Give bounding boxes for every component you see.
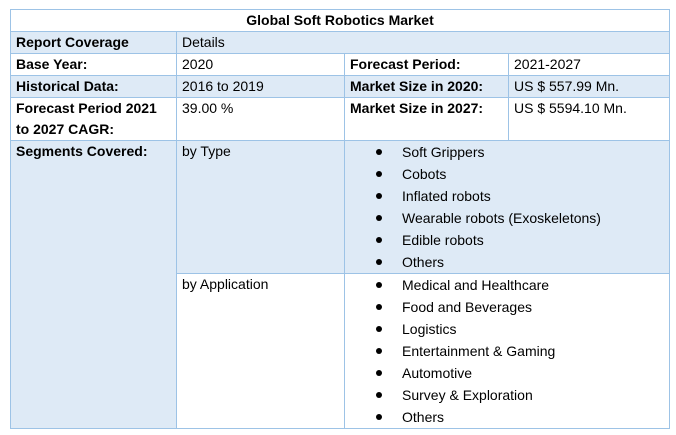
segments-label: Segments Covered: — [10, 140, 177, 429]
bullet-icon — [376, 414, 382, 420]
list-item: Logistics — [376, 318, 664, 340]
list-item: Food and Beverages — [376, 296, 664, 318]
bullet-icon — [376, 282, 382, 288]
list-item: Medical and Healthcare — [376, 274, 664, 296]
list-item: Survey & Exploration — [376, 384, 664, 406]
by-type-list: Soft Grippers Cobots Inflated robots Wea… — [350, 141, 664, 273]
list-item: Soft Grippers — [376, 141, 664, 163]
bullet-icon — [376, 193, 382, 199]
header-row: Report Coverage Details — [10, 31, 671, 54]
forecast-period-label: Forecast Period: — [344, 53, 509, 76]
by-type-label: by Type — [176, 140, 345, 274]
cagr-label: Forecast Period 2021 to 2027 CAGR: — [10, 97, 177, 141]
title-row: Global Soft Robotics Market — [9, 9, 671, 32]
list-item-text: Automotive — [402, 365, 473, 381]
list-item-text: Food and Beverages — [402, 299, 532, 315]
base-year-label: Base Year: — [10, 53, 177, 76]
list-item: Others — [376, 251, 664, 273]
list-item-text: Inflated robots — [402, 188, 491, 204]
list-item-text: Medical and Healthcare — [402, 277, 550, 293]
header-value: Details — [175, 31, 671, 54]
table-row: Base Year: 2020 Forecast Period: 2021-20… — [10, 53, 671, 76]
list-item-text: Edible robots — [402, 232, 484, 248]
list-item: Automotive — [376, 362, 664, 384]
list-item: Edible robots — [376, 229, 664, 251]
list-item: Wearable robots (Exoskeletons) — [376, 207, 664, 229]
report-table: Global Soft Robotics Market Report Cover… — [9, 9, 671, 429]
base-year-value: 2020 — [176, 53, 345, 76]
list-item-text: Soft Grippers — [402, 144, 485, 160]
market-size-2027-value: US $ 5594.10 Mn. — [507, 97, 671, 141]
market-size-2027-label: Market Size in 2027: — [344, 97, 509, 141]
market-size-2020-label: Market Size in 2020: — [344, 75, 509, 98]
list-item: Entertainment & Gaming — [376, 340, 664, 362]
bullet-icon — [376, 171, 382, 177]
list-item-text: Others — [402, 409, 445, 425]
list-item-text: Logistics — [402, 321, 457, 337]
by-application-label: by Application — [176, 273, 345, 429]
bullet-icon — [376, 370, 382, 376]
cagr-value: 39.00 % — [176, 97, 345, 141]
list-item: Others — [376, 406, 664, 428]
bullet-icon — [376, 348, 382, 354]
list-item: Cobots — [376, 163, 664, 185]
historical-data-value: 2016 to 2019 — [176, 75, 345, 98]
by-application-list: Medical and Healthcare Food and Beverage… — [350, 274, 664, 428]
forecast-period-value: 2021-2027 — [507, 53, 671, 76]
table-row: Forecast Period 2021 to 2027 CAGR: 39.00… — [10, 97, 671, 141]
bullet-icon — [376, 304, 382, 310]
list-item: Inflated robots — [376, 185, 664, 207]
market-size-2020-value: US $ 557.99 Mn. — [507, 75, 671, 98]
bullet-icon — [376, 392, 382, 398]
header-label: Report Coverage — [10, 31, 177, 54]
by-type-list-cell: Soft Grippers Cobots Inflated robots Wea… — [343, 140, 671, 274]
table-row: Historical Data: 2016 to 2019 Market Siz… — [10, 75, 671, 98]
list-item-text: Cobots — [402, 166, 447, 182]
bullet-icon — [376, 259, 382, 265]
by-application-list-cell: Medical and Healthcare Food and Beverage… — [343, 273, 671, 429]
bullet-icon — [376, 326, 382, 332]
list-item-text: Survey & Exploration — [402, 387, 533, 403]
list-item-text: Others — [402, 254, 445, 270]
segments-application-row: by Application Medical and Healthcare Fo… — [11, 273, 671, 429]
segments-type-row: Segments Covered: by Type Soft Grippers … — [10, 140, 671, 429]
historical-data-label: Historical Data: — [10, 75, 177, 98]
bullet-icon — [376, 237, 382, 243]
bullet-icon — [376, 215, 382, 221]
bullet-icon — [376, 149, 382, 155]
list-item-text: Entertainment & Gaming — [402, 343, 556, 359]
table-title: Global Soft Robotics Market — [9, 9, 671, 32]
list-item-text: Wearable robots (Exoskeletons) — [402, 210, 601, 226]
